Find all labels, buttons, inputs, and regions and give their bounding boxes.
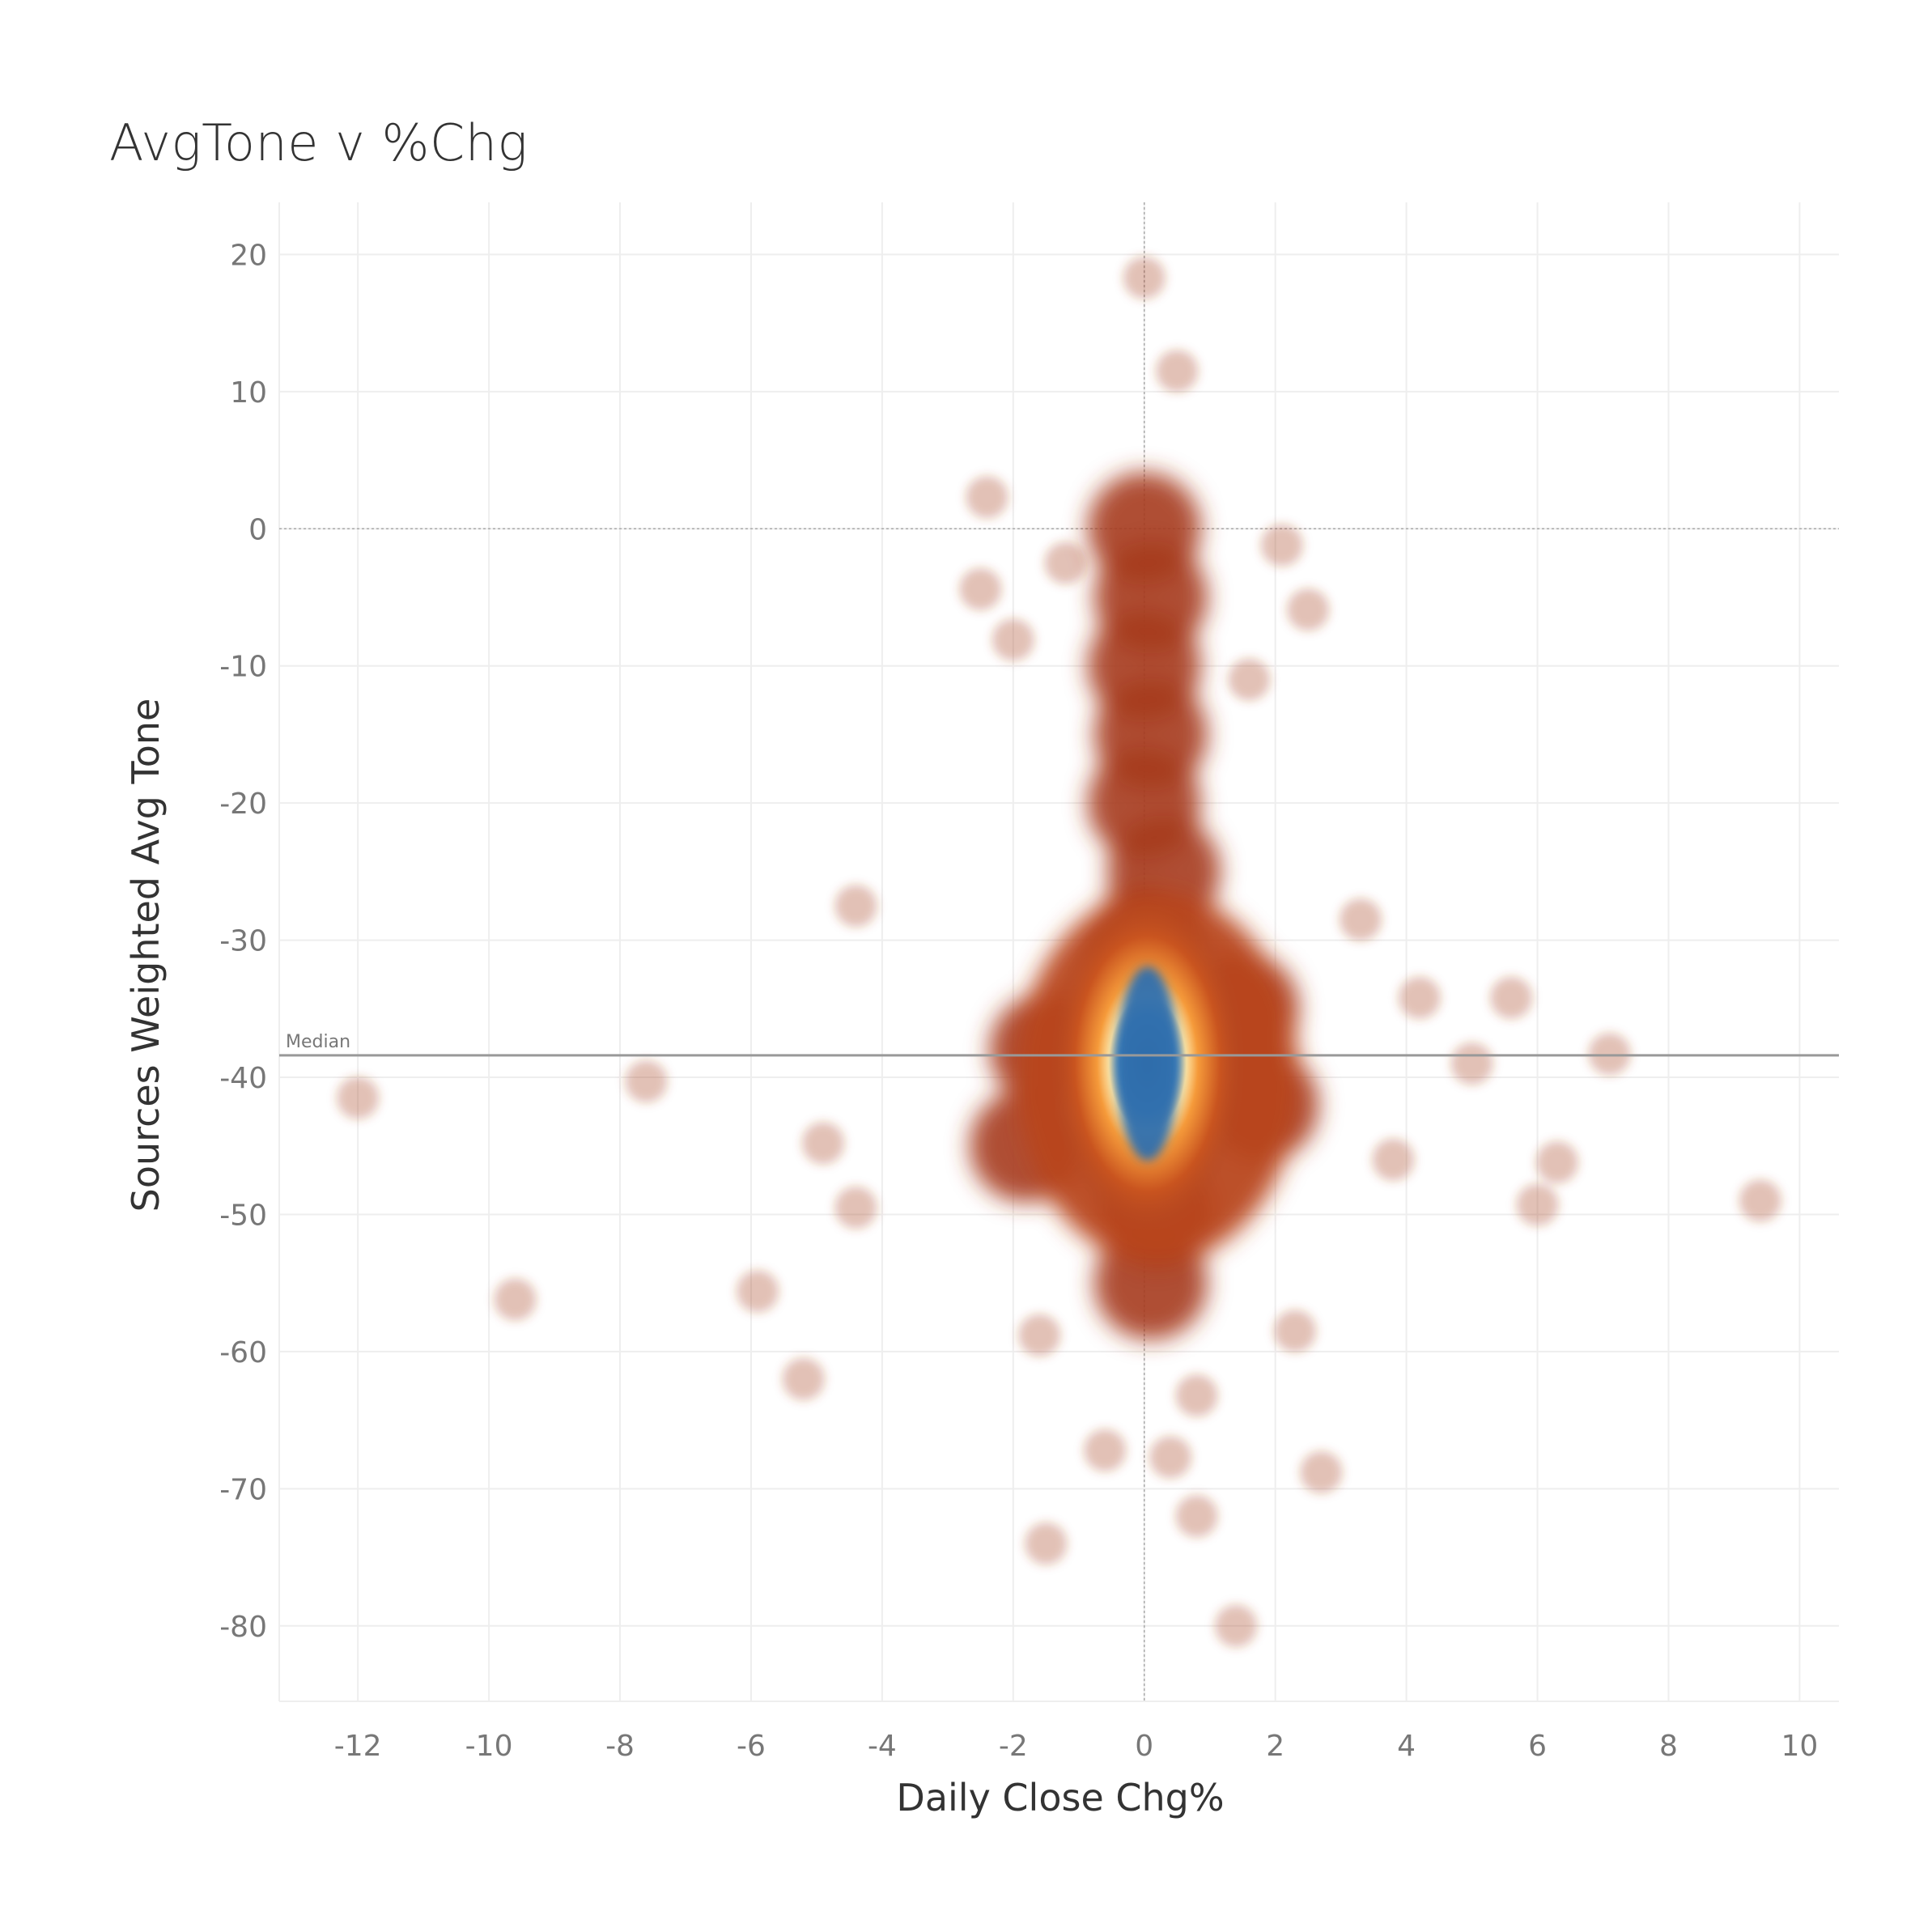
scatter-point bbox=[1450, 1042, 1493, 1085]
y-axis-ticks: 20 10 0 -10 -20 -30 -40 -50 -60 -70 -80 bbox=[219, 239, 267, 1643]
scatter-point bbox=[1339, 898, 1382, 941]
scatter-point bbox=[1490, 976, 1533, 1019]
y-tick-label: -30 bbox=[219, 925, 267, 958]
x-tick-label: 2 bbox=[1266, 1730, 1284, 1763]
scatter-point bbox=[1516, 1183, 1559, 1226]
scatter-point bbox=[1044, 541, 1087, 584]
y-tick-label: -20 bbox=[219, 788, 267, 821]
scatter-point bbox=[1588, 1033, 1631, 1076]
scatter-point bbox=[1175, 1374, 1218, 1417]
scatter-point bbox=[737, 1270, 779, 1313]
scatter-point bbox=[802, 1122, 845, 1165]
y-axis-title: Sources Weighted Avg Tone bbox=[124, 698, 168, 1212]
scatter-point bbox=[1372, 1138, 1415, 1181]
y-tick-label: 10 bbox=[230, 376, 267, 410]
x-tick-label: -8 bbox=[605, 1730, 635, 1763]
scatter-point bbox=[1273, 1310, 1316, 1352]
scatter-point bbox=[337, 1076, 380, 1119]
x-tick-label: -2 bbox=[999, 1730, 1028, 1763]
y-tick-label: 0 bbox=[248, 513, 267, 546]
y-tick-label: 20 bbox=[230, 239, 267, 272]
median-reference: Median bbox=[279, 1032, 1839, 1057]
x-tick-label: -10 bbox=[465, 1730, 513, 1763]
scatter-point bbox=[1300, 1451, 1343, 1494]
x-tick-label: 8 bbox=[1659, 1730, 1678, 1763]
outlier-points bbox=[337, 257, 1781, 1647]
y-tick-label: -40 bbox=[219, 1062, 267, 1095]
density-layer bbox=[970, 472, 1319, 1340]
x-tick-label: 0 bbox=[1135, 1730, 1153, 1763]
grid-lines bbox=[278, 202, 1839, 1702]
x-tick-label: -6 bbox=[737, 1730, 766, 1763]
y-tick-label: -10 bbox=[219, 651, 267, 684]
y-tick-label: -60 bbox=[219, 1336, 267, 1369]
chart-title: AvgTone v %Chg bbox=[109, 113, 529, 172]
scatter-point bbox=[834, 1187, 877, 1229]
scatter-point bbox=[966, 476, 1008, 519]
x-axis-title: Daily Close Chg% bbox=[896, 1776, 1224, 1819]
x-tick-label: -12 bbox=[334, 1730, 382, 1763]
scatter-point bbox=[1287, 588, 1330, 631]
scatter-point bbox=[625, 1060, 668, 1103]
scatter-point bbox=[991, 618, 1034, 661]
density-peak bbox=[1116, 966, 1178, 1161]
scatter-point bbox=[1123, 257, 1166, 299]
scatter-point bbox=[1228, 658, 1271, 701]
scatter-point bbox=[834, 885, 877, 928]
scatter-point bbox=[1018, 1314, 1061, 1357]
x-tick-label: 10 bbox=[1781, 1730, 1819, 1763]
scatter-point bbox=[1175, 1495, 1218, 1538]
scatter-point bbox=[1739, 1179, 1781, 1222]
x-tick-label: 4 bbox=[1397, 1730, 1416, 1763]
median-label: Median bbox=[286, 1032, 350, 1052]
scatter-point bbox=[782, 1357, 825, 1400]
y-tick-label: -50 bbox=[219, 1199, 267, 1232]
scatter-point bbox=[1149, 1436, 1192, 1479]
scatter-point bbox=[1215, 1604, 1258, 1647]
scatter-point bbox=[1025, 1522, 1068, 1565]
x-tick-label: -4 bbox=[868, 1730, 897, 1763]
scatter-point bbox=[1398, 976, 1441, 1019]
x-tick-label: 6 bbox=[1528, 1730, 1547, 1763]
scatter-point bbox=[1535, 1141, 1578, 1184]
x-axis-ticks: -12 -10 -8 -6 -4 -2 0 2 4 6 8 10 bbox=[334, 1730, 1819, 1763]
scatter-point bbox=[1156, 350, 1199, 393]
scatter-point bbox=[959, 567, 1002, 610]
scatter-point bbox=[494, 1278, 537, 1321]
y-tick-label: -80 bbox=[219, 1611, 267, 1644]
scatter-point bbox=[1084, 1429, 1127, 1471]
y-tick-label: -70 bbox=[219, 1473, 267, 1506]
scatter-point bbox=[1260, 524, 1303, 567]
